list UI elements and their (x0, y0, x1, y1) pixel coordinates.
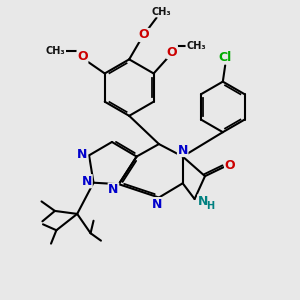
Text: N: N (178, 143, 188, 157)
Text: Cl: Cl (219, 51, 232, 64)
Text: CH₃: CH₃ (46, 46, 65, 56)
Text: N: N (77, 148, 88, 161)
Text: N: N (198, 195, 208, 208)
Text: O: O (167, 46, 177, 59)
Text: O: O (139, 28, 149, 41)
Text: N: N (108, 183, 118, 196)
Text: CH₃: CH₃ (186, 41, 206, 51)
Text: N: N (82, 175, 92, 188)
Text: N: N (152, 198, 163, 211)
Text: CH₃: CH₃ (152, 7, 171, 17)
Text: O: O (225, 159, 235, 172)
Text: O: O (77, 50, 88, 63)
Text: H: H (206, 201, 214, 211)
